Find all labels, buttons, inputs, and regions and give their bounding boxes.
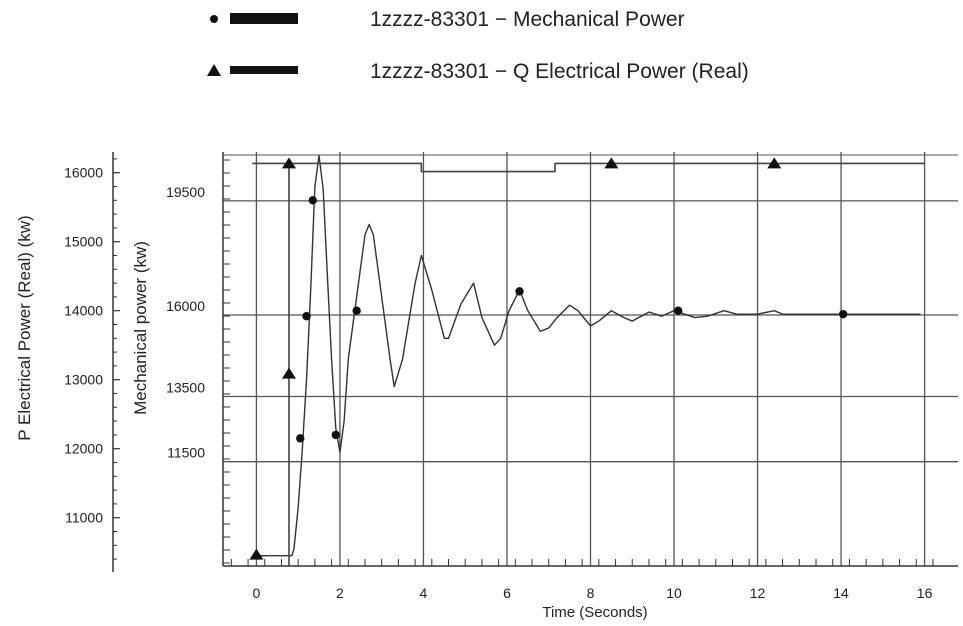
- right-axis-tick-label: 11500: [167, 445, 205, 461]
- left-axis-tick-label: 12000: [64, 441, 103, 457]
- mechanical-power-line: [256, 154, 921, 557]
- electrical-power-marker: [281, 157, 296, 169]
- x-tick-label: 12: [750, 585, 766, 601]
- legend-label-electrical: 1zzzz-83301 − Q Electrical Power (Real): [370, 60, 749, 83]
- x-tick-label: 6: [503, 585, 511, 601]
- x-tick-label: 16: [917, 585, 933, 601]
- mechanical-power-marker: [673, 306, 683, 315]
- x-tick-label: 8: [587, 585, 595, 601]
- legend-line-mechanical: [230, 13, 298, 24]
- x-tick-label: 4: [420, 585, 428, 601]
- mechanical-power-marker: [515, 287, 524, 296]
- x-tick-label: 2: [336, 585, 344, 601]
- electrical-power-marker: [281, 367, 296, 379]
- x-tick-label: 14: [833, 585, 849, 601]
- mechanical-power-marker: [302, 312, 311, 321]
- mechanical-power-marker: [331, 430, 340, 440]
- legend-entry-mechanical: 1zzzz-83301 − Mechanical Power: [210, 8, 685, 31]
- legend-circle-marker: [210, 15, 218, 23]
- left-axis-tick-label: 13000: [64, 372, 103, 388]
- left-axis-tick-label: 14000: [64, 303, 103, 319]
- legend-line-electrical: [230, 66, 298, 74]
- legend: 1zzzz-83301 − Mechanical Power 1zzzz-833…: [207, 8, 749, 83]
- left-axis-tick-label: 16000: [64, 165, 103, 181]
- x-tick-label: 10: [666, 585, 682, 601]
- legend-triangle-marker: [207, 64, 221, 76]
- mechanical-power-marker: [838, 309, 848, 319]
- legend-entry-electrical: 1zzzz-83301 − Q Electrical Power (Real): [207, 60, 749, 83]
- electrical-power-marker: [604, 157, 619, 169]
- mechanical-power-marker: [352, 306, 361, 315]
- right-axis-tick-label: 16000: [166, 298, 205, 314]
- right-axis-title: Mechanical power (kw): [131, 241, 150, 415]
- electrical-power-marker: [767, 157, 782, 169]
- x-axis-title: Time (Seconds): [542, 604, 647, 621]
- x-tick-label: 0: [253, 585, 261, 601]
- right-axis-tick-label: 19500: [166, 184, 205, 200]
- electrical-power-line: [252, 162, 925, 173]
- legend-label-mechanical: 1zzzz-83301 − Mechanical Power: [370, 8, 685, 31]
- mechanical-power-marker: [296, 434, 305, 443]
- left-axis-tick-label: 11000: [65, 510, 103, 526]
- left-axis-tick-label: 15000: [64, 234, 103, 250]
- right-axis-tick-label: 13500: [166, 379, 205, 395]
- left-axis-title: P Electrical Power (Real) (kw): [15, 215, 34, 440]
- electrical-power-marker: [249, 548, 264, 560]
- mechanical-power-marker: [308, 196, 317, 205]
